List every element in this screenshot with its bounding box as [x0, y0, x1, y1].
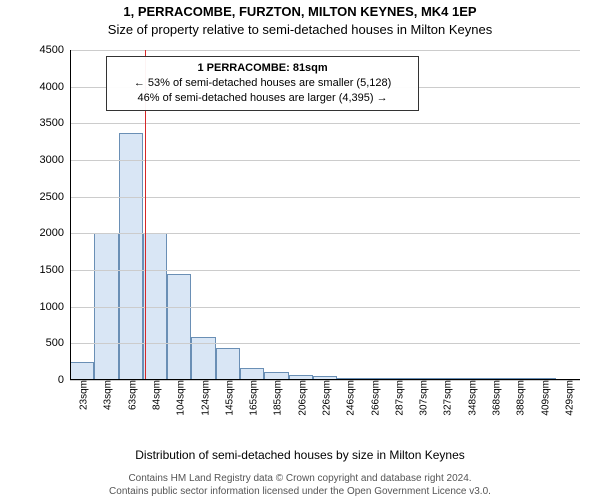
y-tick-label: 3000: [40, 154, 70, 166]
chart-plot-area: 1 PERRACOMBE: 81sqm← 53% of semi-detache…: [70, 50, 580, 380]
x-axis-label: Distribution of semi-detached houses by …: [0, 448, 600, 462]
x-tick-label: 388sqm: [512, 380, 527, 416]
y-tick-label: 4000: [40, 81, 70, 93]
x-tick-label: 348sqm: [463, 380, 478, 416]
x-tick-label: 368sqm: [488, 380, 503, 416]
x-tick-label: 43sqm: [99, 380, 114, 410]
x-tick-label: 84sqm: [148, 380, 163, 410]
y-tick-label: 0: [58, 374, 70, 386]
footer-line-2: Contains public sector information licen…: [0, 485, 600, 498]
chart-footer: Contains HM Land Registry data © Crown c…: [0, 472, 600, 498]
x-tick-label: 429sqm: [560, 380, 575, 416]
y-tick-label: 3500: [40, 117, 70, 129]
x-tick-label: 327sqm: [439, 380, 454, 416]
x-tick-label: 307sqm: [415, 380, 430, 416]
x-tick-label: 246sqm: [342, 380, 357, 416]
x-tick-label: 226sqm: [318, 380, 333, 416]
chart-subtitle: Size of property relative to semi-detach…: [0, 22, 600, 37]
x-tick-label: 124sqm: [196, 380, 211, 416]
x-tick-label: 266sqm: [366, 380, 381, 416]
x-tick-label: 145sqm: [220, 380, 235, 416]
x-tick-label: 63sqm: [123, 380, 138, 410]
y-tick-label: 4500: [40, 44, 70, 56]
y-tick-label: 2500: [40, 191, 70, 203]
y-tick-label: 500: [46, 337, 70, 349]
y-tick-label: 1000: [40, 301, 70, 313]
x-tick-label: 409sqm: [536, 380, 551, 416]
x-tick-label: 185sqm: [269, 380, 284, 416]
x-tick-label: 206sqm: [293, 380, 308, 416]
footer-line-1: Contains HM Land Registry data © Crown c…: [0, 472, 600, 485]
y-tick-label: 2000: [40, 227, 70, 239]
x-tick-label: 23sqm: [75, 380, 90, 410]
x-tick-label: 165sqm: [245, 380, 260, 416]
y-tick-label: 1500: [40, 264, 70, 276]
x-tick-label: 287sqm: [390, 380, 405, 416]
x-tick-label: 104sqm: [172, 380, 187, 416]
chart-title: 1, PERRACOMBE, FURZTON, MILTON KEYNES, M…: [0, 4, 600, 19]
